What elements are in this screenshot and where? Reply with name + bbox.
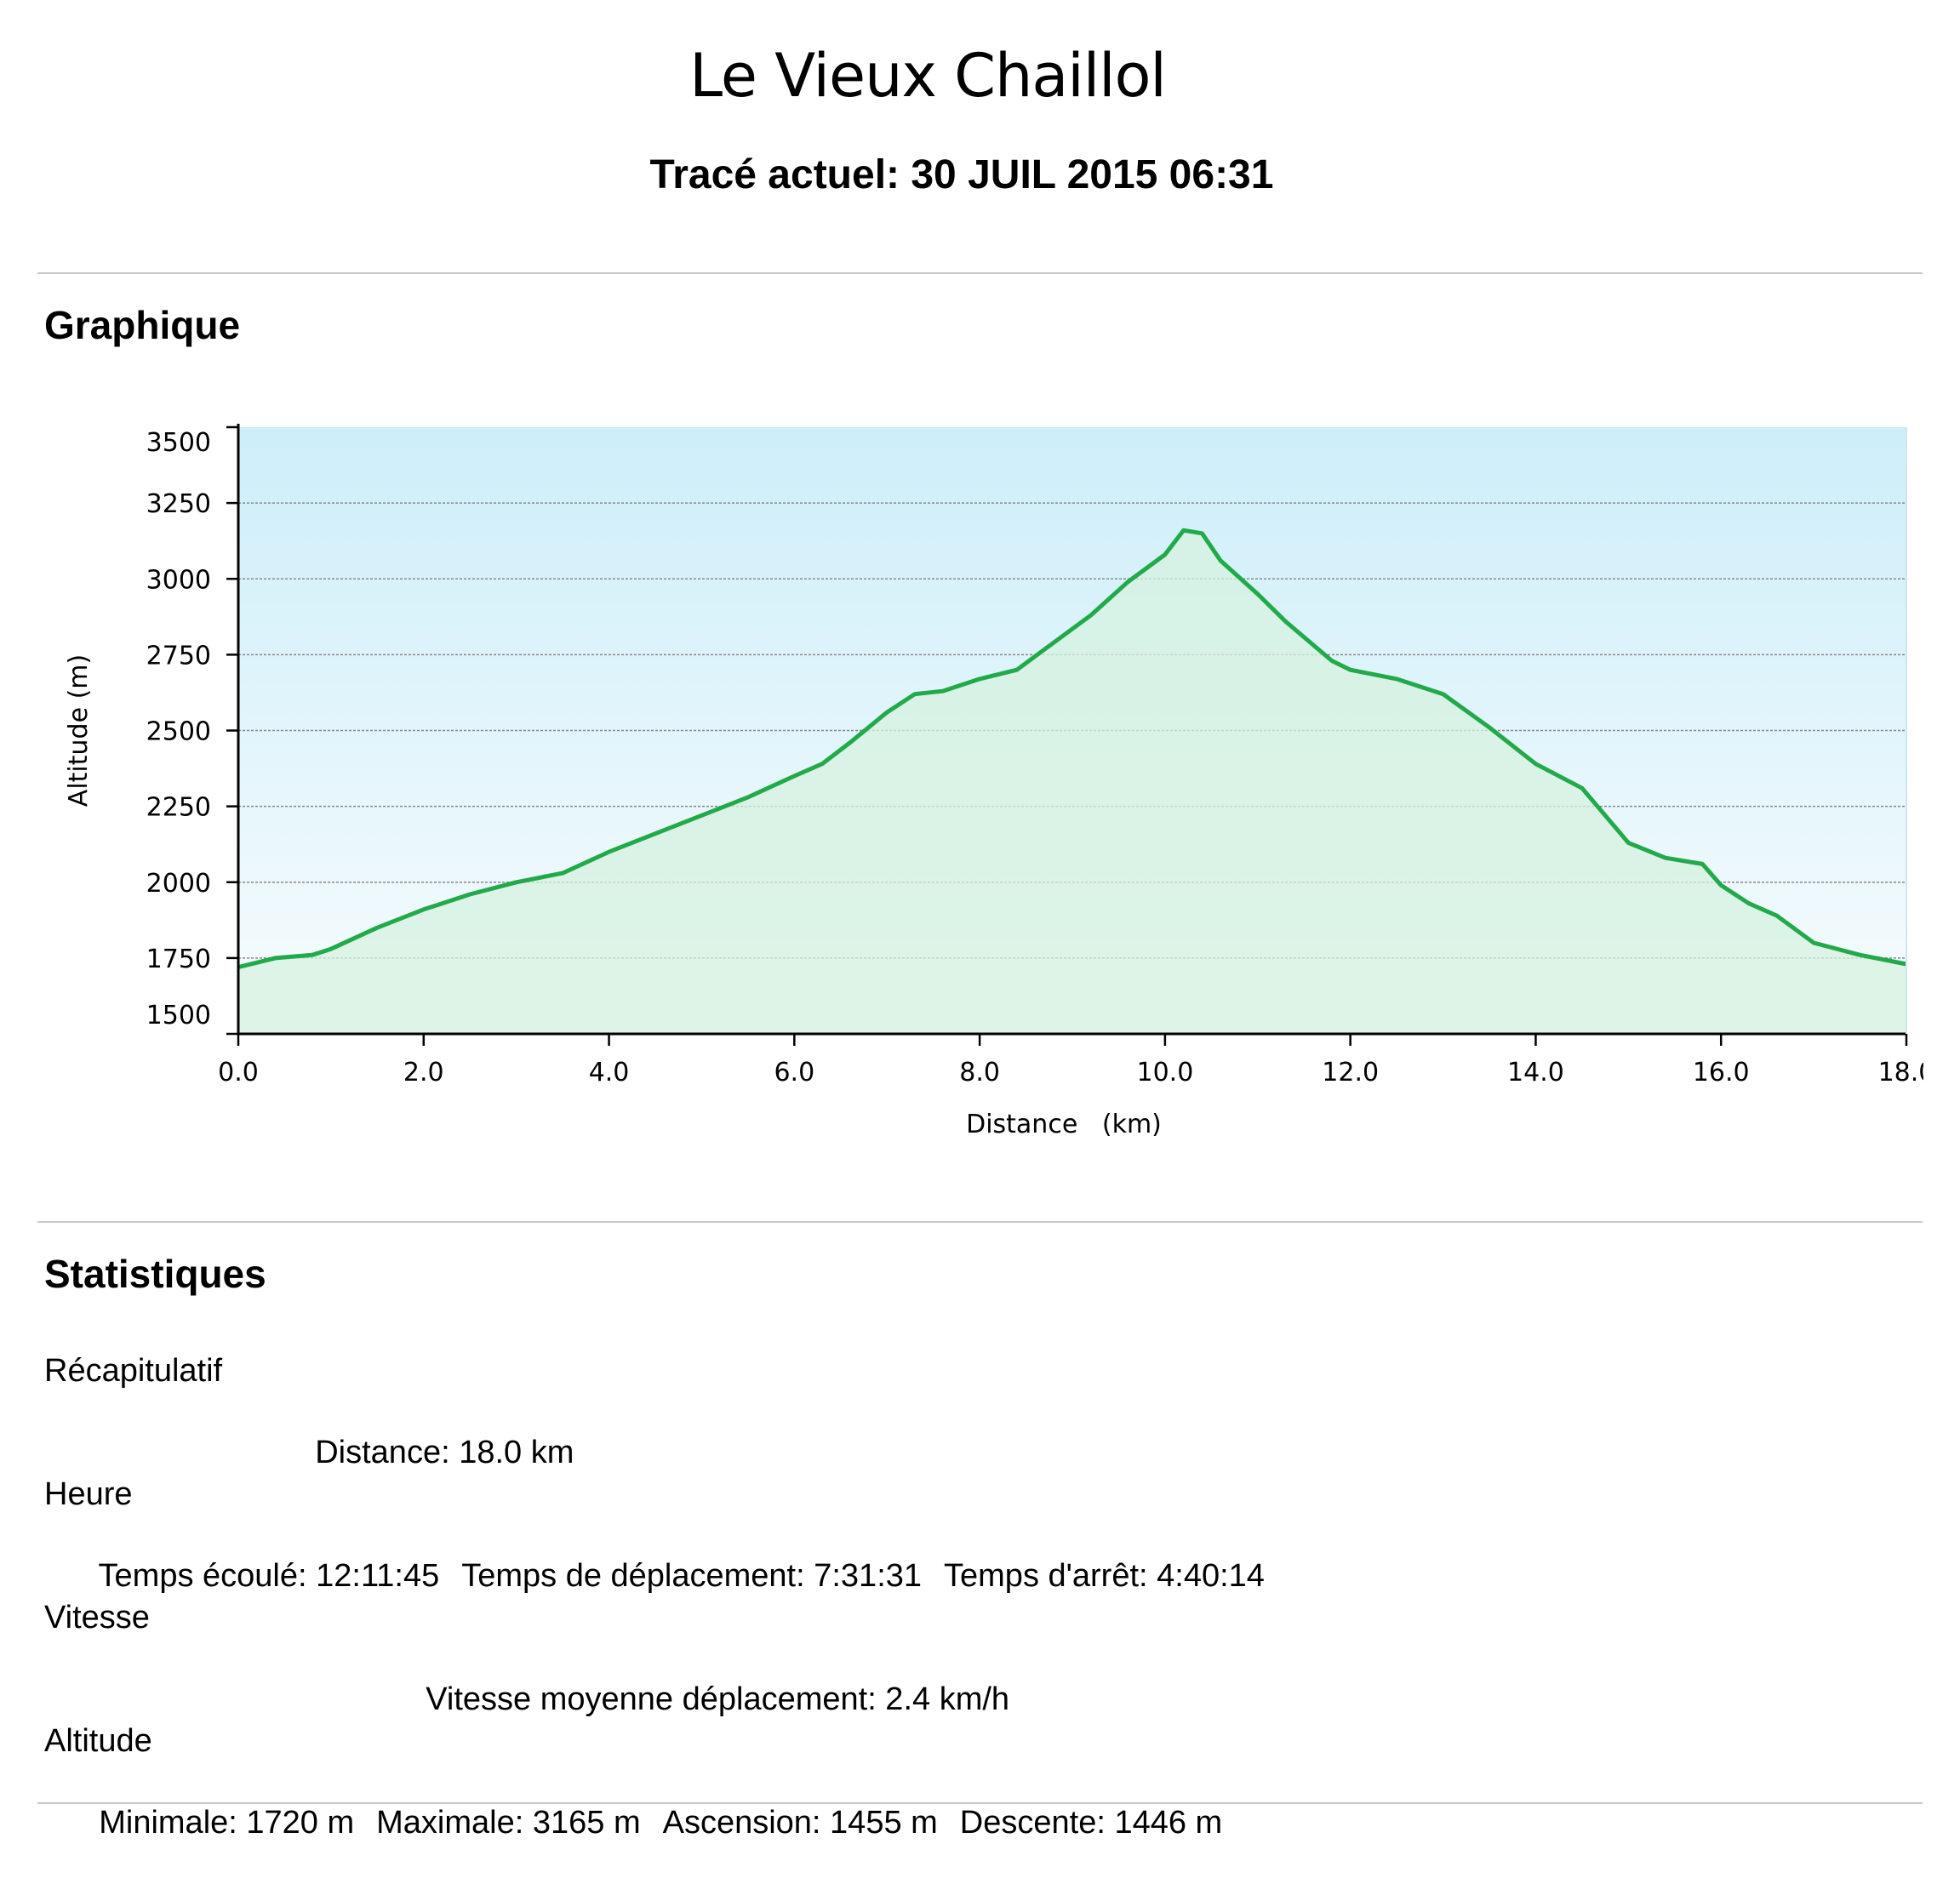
y-tick-label: 2000 — [146, 869, 211, 899]
x-tick-label: 2.0 — [403, 1058, 444, 1087]
x-tick-label: 16.0 — [1693, 1058, 1750, 1087]
stat-altitude-max: Maximale: 3165 m — [376, 1805, 641, 1841]
section-graph-heading: Graphique — [44, 303, 241, 347]
elevation-line — [237, 528, 1907, 970]
x-tick-label: 8.0 — [959, 1058, 1000, 1087]
stat-descent: Descente: 1446 m — [959, 1805, 1223, 1841]
x-tick-label: 4.0 — [589, 1058, 630, 1087]
y-axis-ticks: 3500 3250 3000 2750 2500 2250 2000 1750 1500 — [146, 425, 238, 1036]
stat-distance: Distance: 18.0 km — [315, 1435, 574, 1470]
section-stats-heading: Statistiques — [44, 1252, 266, 1296]
x-tick-label: 0.0 — [218, 1058, 259, 1087]
y-tick-label: 2750 — [146, 641, 211, 671]
stat-moving-time: Temps de déplacement: 7:31:31 — [461, 1558, 923, 1594]
stat-ascent: Ascension: 1455 m — [662, 1805, 938, 1841]
y-tick-label: 1750 — [146, 945, 211, 974]
elevation-area — [238, 530, 1906, 1034]
divider — [37, 1802, 1923, 1804]
x-tick-label: 18.0 — [1878, 1058, 1923, 1087]
stat-stopped-time: Temps d'arrêt: 4:40:14 — [944, 1558, 1265, 1594]
stat-avg-moving-speed: Vitesse moyenne déplacement: 2.4 km/h — [426, 1681, 1010, 1717]
y-tick-label: 1500 — [146, 1001, 211, 1030]
stat-elapsed-time: Temps écoulé: 12:11:45 — [98, 1558, 440, 1594]
y-tick-label: 2500 — [146, 717, 211, 747]
divider — [37, 272, 1923, 274]
stats-time: Heure Temps écoulé: 12:11:45 Temps de dép… — [44, 1476, 1287, 1631]
stats-altitude-label: Altitude — [44, 1723, 152, 1759]
x-tick-label: 12.0 — [1322, 1058, 1379, 1087]
x-tick-label: 6.0 — [774, 1058, 814, 1087]
page-title: Le Vieux Chaillol — [689, 41, 1167, 111]
y-tick-label: 3000 — [146, 565, 211, 595]
y-axis-label: Altitude (m) — [64, 654, 94, 807]
y-tick-label: 2250 — [146, 793, 211, 823]
stats-summary-label: Récapitulatif — [44, 1353, 223, 1389]
stats-speed: Vitesse Vitesse moyenne déplacement: 2.4… — [44, 1600, 1031, 1755]
stats-summary: Récapitulatif Distance: 18.0 km — [44, 1353, 596, 1508]
y-tick-label: 3500 — [146, 428, 211, 458]
x-axis-ticks: 0.0 2.0 4.0 6.0 8.0 10.0 12.0 14.0 16.0 18.0 — [218, 1034, 1923, 1087]
elevation-chart: 3500 3250 3000 2750 2500 2250 2000 1750 1500 0.0… — [64, 424, 1923, 1139]
divider — [37, 1221, 1923, 1223]
stats-time-label: Heure — [44, 1476, 133, 1512]
track-title: Tracé actuel: 30 JUIL 2015 06:31 — [649, 152, 1274, 197]
x-tick-label: 10.0 — [1136, 1058, 1193, 1087]
stats-speed-label: Vitesse — [44, 1600, 150, 1635]
x-axis-label: Distance (km) — [966, 1110, 1162, 1139]
stats-altitude: Altitude Minimale: 1720 m Maximale: 3165 … — [44, 1723, 1244, 1878]
stat-altitude-min: Minimale: 1720 m — [99, 1805, 355, 1841]
axes — [237, 424, 1907, 1036]
x-tick-label: 14.0 — [1507, 1058, 1564, 1087]
y-tick-label: 3250 — [146, 489, 211, 519]
